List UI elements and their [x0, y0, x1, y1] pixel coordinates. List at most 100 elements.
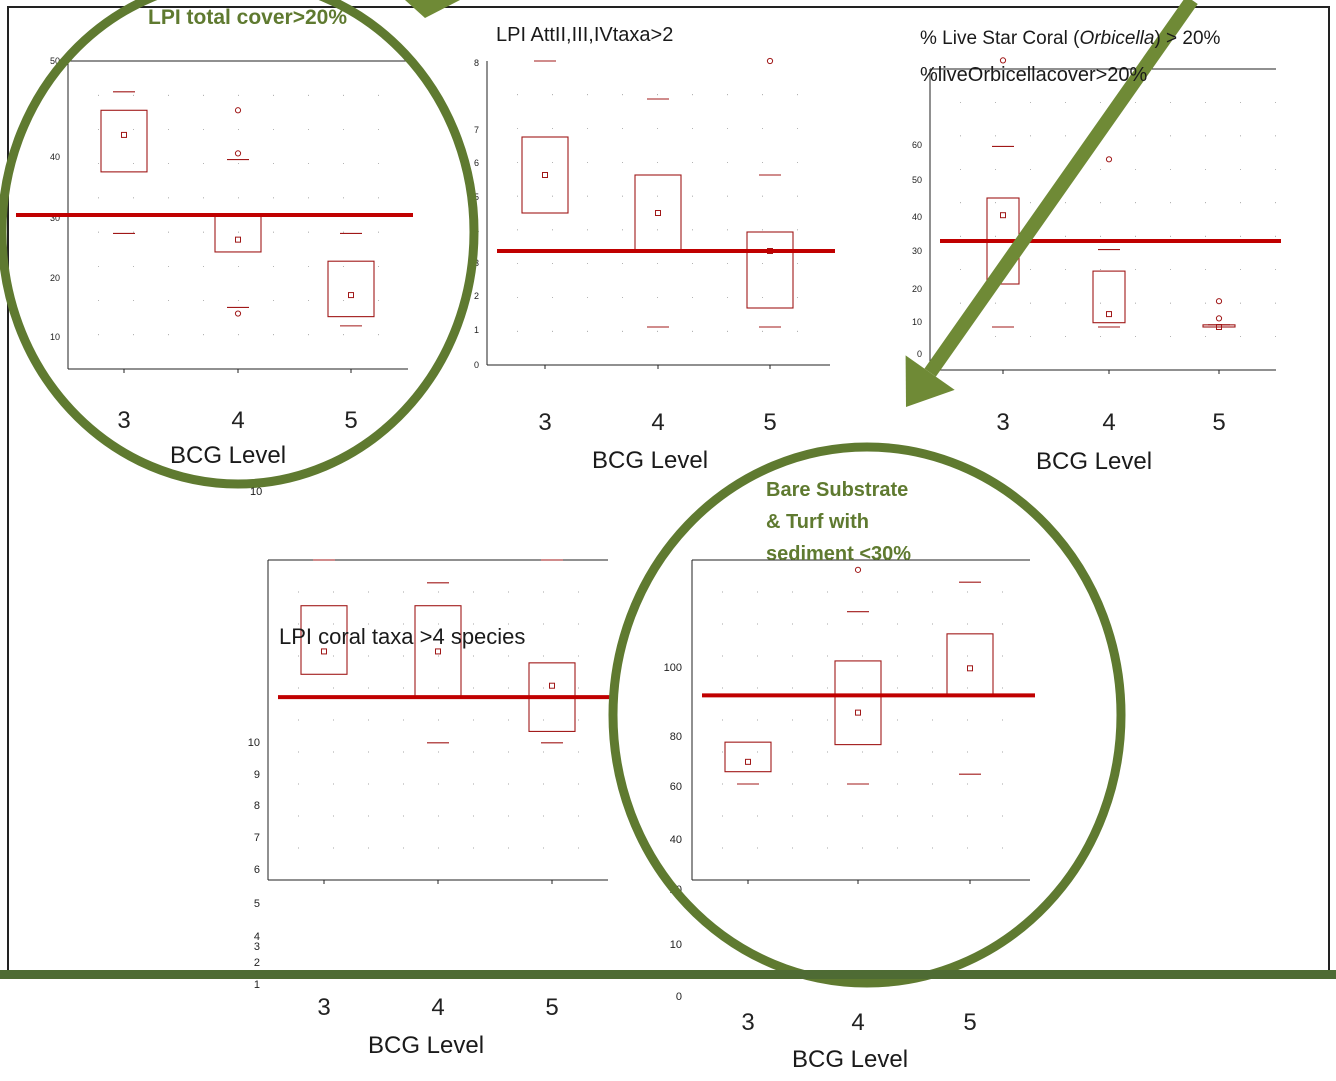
chart-4-title: LPI coral taxa >4 species [279, 624, 526, 649]
chart-2-y-tick-label: 5 [474, 192, 479, 202]
chart-3-x-tick-label: 3 [996, 409, 1009, 436]
chart-3-x-tick-label: 4 [1102, 409, 1115, 436]
chart-4-y-tick-label: 10 [248, 737, 260, 749]
chart-4-median-marker [321, 648, 327, 655]
chart-5-title: Bare Substrate & Turf with sediment <30% [766, 474, 911, 570]
chart-3-outlier [1105, 156, 1113, 163]
chart-1-median-marker [348, 292, 354, 299]
stray-ten-label: 10 [250, 486, 263, 498]
chart-5-y-tick-label: 10 [670, 939, 682, 951]
chart-2-y-tick-label: 0 [474, 360, 479, 370]
arrow-to-orbicella [905, 0, 1198, 407]
chart-5-y-tick-label: 0 [676, 991, 682, 1003]
chart-3-title-genus: Orbicella [1079, 28, 1155, 49]
chart-4-y-tick-label: 4 [254, 931, 260, 943]
chart-4-xlabel: BCG Level [368, 1032, 485, 1059]
chart-3-y-tick-label: 50 [912, 175, 922, 185]
chart-4-y-tick-label: 8 [254, 800, 260, 812]
chart-5-median-marker [967, 665, 973, 672]
chart-3-subtitle: %liveOrbicellacover>20% [920, 64, 1148, 86]
chart-1-y-tick-label: 20 [50, 273, 60, 283]
arrow-to-orbicella-shaft [924, 0, 1198, 377]
chart-3-y-tick-label: 60 [912, 140, 922, 150]
arrow-to-orbicella-head [905, 355, 955, 407]
chart-4-y-tick-label: 1 [254, 979, 260, 991]
chart-4-y-tick-label: 9 [254, 769, 260, 781]
chart-2-xlabel: BCG Level [592, 447, 709, 474]
chart-5-y-tick-label: 40 [670, 834, 682, 846]
chart-3-title-part-c: ) > 20% [1154, 28, 1221, 49]
highlight-circle-total-cover [0, 0, 479, 489]
chart-1-y-tick-label: 40 [50, 152, 60, 162]
chart-3-xlabel: BCG Level [1036, 448, 1153, 475]
chart-1-median-marker [235, 236, 241, 243]
chart-4-y-tick-label: 3 [254, 941, 260, 953]
chart-2-y-tick-label: 1 [474, 325, 479, 335]
chart-3-box-group [1092, 156, 1126, 328]
chart-3-title: % Live Star Coral (Orbicella) > 20% [920, 28, 1220, 50]
chart-2-x-tick-label: 5 [763, 409, 776, 436]
chart-5-x-tick-label: 4 [851, 1009, 864, 1036]
chart-5-y-tick-label: 60 [670, 781, 682, 793]
chart-5-box [834, 660, 882, 746]
chart-4-x-tick-label: 5 [545, 994, 558, 1021]
chart-5-median-marker [745, 758, 751, 765]
chart-1-y-tick-label: 30 [50, 213, 60, 223]
chart-5-title-line-1: Bare Substrate [766, 479, 909, 501]
chart-3-y-tick-label: 0 [917, 349, 922, 359]
chart-3-y-tick-label: 10 [912, 317, 922, 327]
chart-3-median-marker [1106, 311, 1112, 318]
chart-4-y-tick-label: 2 [254, 957, 260, 969]
chart-1-box-group [327, 232, 375, 327]
chart-5-y-tick-label: 100 [664, 662, 682, 674]
chart-1-box [327, 260, 375, 318]
chart-2-median-marker [542, 172, 548, 178]
chart-1-outlier [234, 107, 242, 114]
chart-3-outlier [1215, 298, 1223, 305]
chart-1-xlabel: BCG Level [170, 442, 287, 469]
chart-1-median-marker [121, 131, 127, 138]
chart-2-title: LPI AttII,III,IVtaxa>2 [496, 24, 674, 46]
highlight-circle-bare-substrate [608, 442, 1126, 988]
chart-1-x-tick-label: 3 [117, 407, 130, 434]
chart-1-x-tick-label: 5 [344, 407, 357, 434]
chart-5-title-line-3: sediment <30% [766, 543, 912, 565]
chart-5-box-group [834, 566, 882, 785]
chart-5-box [724, 741, 772, 773]
chart-2-y-tick-label: 2 [474, 291, 479, 301]
chart-2-y-tick-label: 7 [474, 125, 479, 135]
chart-5-y-tick-label: 80 [670, 731, 682, 743]
annotation-layer: 0 [0, 0, 1336, 988]
arrow-to-total-cover-tip [405, 0, 460, 18]
chart-5-outlier [854, 566, 862, 573]
chart-3-box [1092, 270, 1126, 324]
chart-2-x-tick-label: 4 [651, 409, 664, 436]
chart-3: 0 10 20 30 40 50 60 3 4 5 [912, 57, 1281, 436]
chart-1-y-tick-label: 10 [50, 332, 60, 342]
chart-5-median-marker [855, 709, 861, 716]
chart-3-box-group [1202, 298, 1236, 330]
chart-1-box [100, 109, 148, 173]
chart-3-outlier [999, 57, 1007, 64]
chart-2-outlier [766, 57, 774, 65]
chart-2-median-marker [655, 210, 661, 216]
chart-2-box [521, 136, 569, 214]
chart-2-box-group [746, 57, 794, 328]
chart-2-y-tick-label: 8 [474, 58, 479, 68]
chart-2-box [746, 231, 794, 309]
chart-3-median-marker [1000, 212, 1006, 219]
chart-3-y-tick-label: 40 [912, 212, 922, 222]
chart-4-median-marker [549, 682, 555, 689]
chart-4-box [300, 605, 348, 675]
chart-3-y-tick-label: 20 [912, 284, 922, 294]
chart-4-y-tick-label: 5 [254, 898, 260, 910]
chart-5-xlabel: BCG Level [792, 1046, 909, 1073]
chart-3-y-tick-label: 30 [912, 246, 922, 256]
chart-1-title: LPI total cover>20% [148, 6, 347, 29]
chart-4-y-tick-label: 7 [254, 832, 260, 844]
chart-5-title-line-2: & Turf with [766, 511, 869, 533]
chart-3-x-tick-label: 5 [1212, 409, 1225, 436]
chart-3-outlier [1215, 315, 1223, 322]
